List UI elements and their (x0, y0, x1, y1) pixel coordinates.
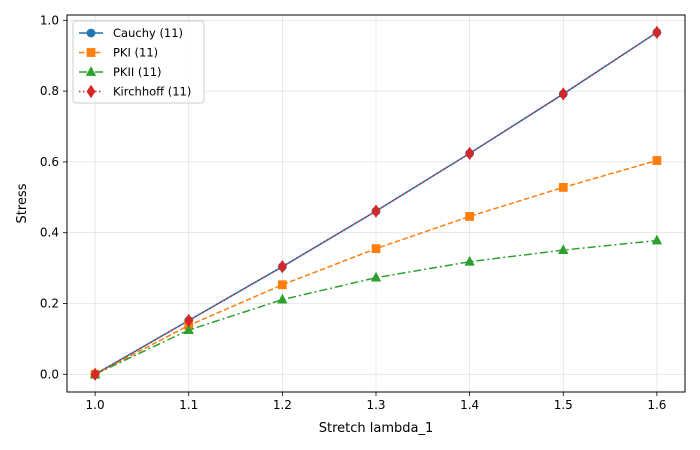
x-axis-label: Stretch lambda_1 (319, 421, 434, 436)
x-tick-label: 1.5 (554, 398, 573, 412)
x-tick-label: 1.3 (366, 398, 385, 412)
x-tick-label: 1.0 (86, 398, 105, 412)
legend-label: Kirchhoff (11) (113, 85, 191, 99)
series-lines (89, 25, 663, 382)
data-point (371, 244, 381, 254)
x-tick-label: 1.1 (179, 398, 198, 412)
legend: Cauchy (11) PKI (11) PKII (11) Kirchhoff (1… (72, 20, 205, 104)
legend-box (72, 20, 205, 104)
y-tick-label: 0.0 (40, 367, 59, 381)
data-point (558, 244, 569, 254)
y-axis-label: Stress (15, 183, 30, 223)
data-point (277, 293, 288, 304)
data-point (183, 324, 194, 334)
data-point (277, 259, 287, 274)
y-tick-label: 0.8 (40, 84, 59, 98)
data-point (465, 146, 475, 161)
y-tick-label: 0.2 (40, 297, 59, 311)
data-point (90, 367, 100, 382)
data-point (464, 255, 475, 266)
legend-label: PKI (11) (113, 46, 158, 60)
data-point (371, 204, 381, 218)
data-point (651, 234, 663, 245)
legend-label: PKII (11) (113, 65, 162, 79)
x-tick-label: 1.2 (273, 398, 292, 412)
data-point (370, 271, 382, 282)
x-tick-label: 1.6 (647, 398, 666, 412)
data-point (277, 280, 287, 290)
y-tick-label: 1.0 (40, 13, 59, 27)
legend-marker (86, 84, 96, 99)
data-point (465, 212, 475, 221)
x-tick-label: 1.4 (460, 398, 479, 412)
series-2 (89, 234, 663, 379)
data-point (558, 182, 568, 192)
series-3 (90, 25, 662, 382)
legend-marker (86, 48, 96, 57)
y-tick-label: 0.4 (40, 226, 59, 240)
data-point (652, 25, 662, 40)
data-point (558, 87, 568, 101)
axis-ticks: 1.0 1.1 1.2 1.3 1.4 1.5 1.6 0.0 0.2 0.4 0.6 0.8 1.0 (40, 13, 667, 412)
legend-marker (85, 66, 97, 76)
y-tick-label: 0.6 (40, 155, 59, 169)
legend-label: Cauchy (11) (113, 26, 183, 40)
data-point (652, 156, 662, 165)
legend-marker (86, 28, 96, 38)
data-point (184, 313, 194, 328)
